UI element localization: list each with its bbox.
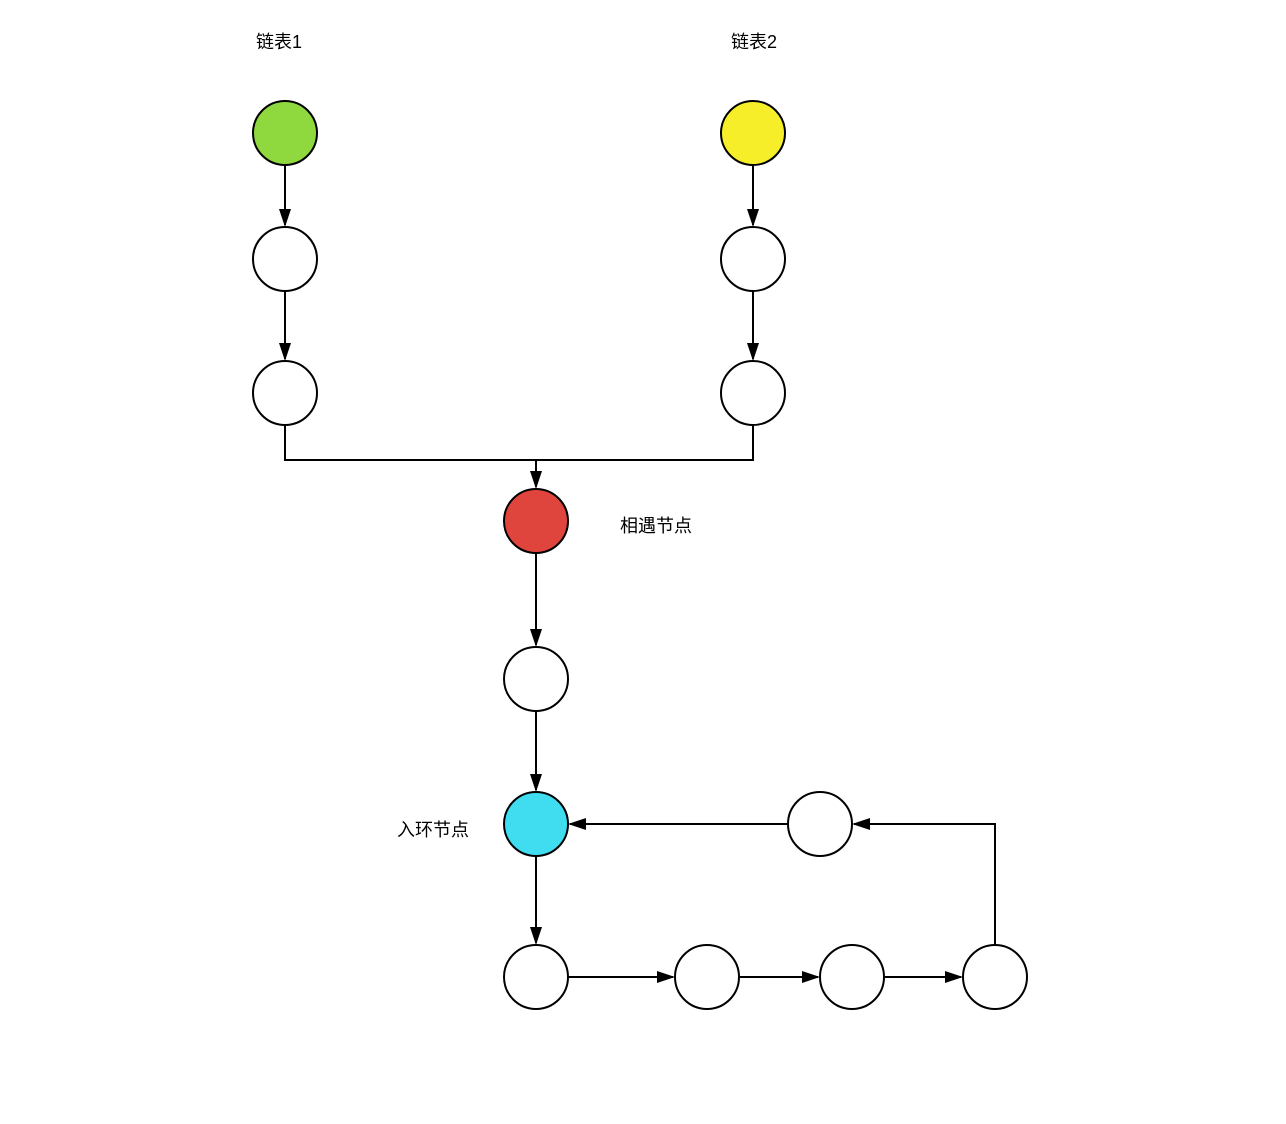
label-meet-node: 相遇节点 xyxy=(620,512,692,538)
node-l1_head xyxy=(253,101,317,165)
node-mid1 xyxy=(504,647,568,711)
edges xyxy=(285,165,995,977)
node-loop_b2 xyxy=(675,945,739,1009)
node-loop_b1 xyxy=(504,945,568,1009)
label-loop-entry-node: 入环节点 xyxy=(397,816,469,842)
label-list1: 链表1 xyxy=(256,28,302,54)
label-list2: 链表2 xyxy=(731,28,777,54)
node-loop_r1 xyxy=(788,792,852,856)
linked-list-diagram xyxy=(0,0,1286,1124)
node-l1_n3 xyxy=(253,361,317,425)
node-loop_entry xyxy=(504,792,568,856)
node-l2_n3 xyxy=(721,361,785,425)
node-loop_b3 xyxy=(820,945,884,1009)
node-loop_b4 xyxy=(963,945,1027,1009)
node-meet xyxy=(504,489,568,553)
node-l2_head xyxy=(721,101,785,165)
nodes xyxy=(253,101,1027,1009)
node-l2_n2 xyxy=(721,227,785,291)
node-l1_n2 xyxy=(253,227,317,291)
